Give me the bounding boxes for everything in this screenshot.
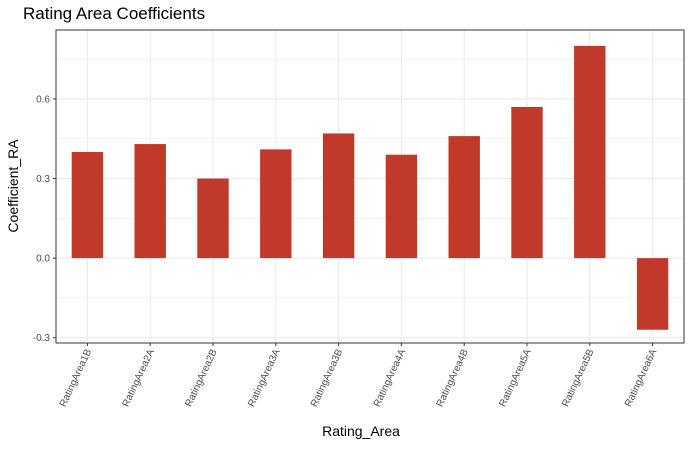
bar bbox=[448, 136, 480, 259]
bar bbox=[636, 258, 669, 330]
x-tick-label: RatingArea6A bbox=[623, 347, 659, 408]
y-tick-label: -0.3 bbox=[33, 333, 51, 344]
x-tick-label: RatingArea2A bbox=[121, 347, 157, 408]
bar bbox=[385, 154, 418, 259]
bar bbox=[71, 152, 104, 259]
x-tick-label: RatingArea3B bbox=[309, 347, 345, 408]
bar bbox=[260, 149, 292, 259]
x-tick-label: RatingArea1B bbox=[58, 347, 94, 408]
x-tick-label: RatingArea4B bbox=[435, 347, 471, 408]
bar bbox=[322, 133, 355, 259]
bar bbox=[574, 45, 606, 259]
bar bbox=[197, 178, 229, 259]
x-tick-label: RatingArea3A bbox=[246, 347, 282, 408]
y-axis-label: Coefficient_RA bbox=[5, 139, 21, 233]
x-tick-label: RatingArea2B bbox=[183, 347, 219, 408]
y-tick-label: 0.0 bbox=[36, 254, 50, 265]
x-tick-label: RatingArea5B bbox=[560, 347, 596, 408]
bar bbox=[511, 106, 543, 259]
y-tick-label: 0.6 bbox=[36, 94, 50, 105]
x-tick-label: RatingArea5A bbox=[497, 347, 533, 408]
y-tick-label: 0.3 bbox=[36, 174, 50, 185]
x-tick-label: RatingArea4A bbox=[372, 347, 408, 408]
chart-title: Rating Area Coefficients bbox=[23, 4, 206, 23]
bar bbox=[134, 144, 166, 259]
x-axis-label: Rating_Area bbox=[322, 423, 400, 439]
panel-border bbox=[55, 29, 685, 344]
